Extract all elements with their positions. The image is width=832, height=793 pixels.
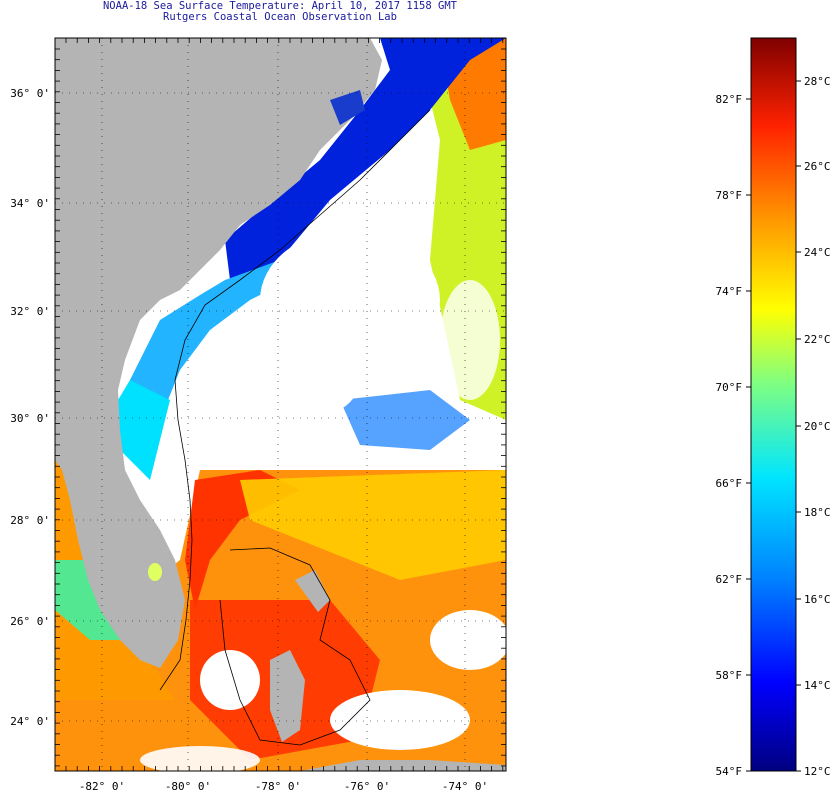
colorbar-fahrenheit-label: 62°F: [716, 573, 743, 586]
lon-label: -76° 0': [344, 780, 390, 793]
map-frame: [54, 37, 507, 772]
lon-label: -80° 0': [165, 780, 211, 793]
colorbar: [750, 37, 797, 772]
cloud-patch: [260, 230, 440, 370]
colorbar-fahrenheit-label: 58°F: [716, 669, 743, 682]
colorbar-labels: 82°F 78°F 74°F 70°F 66°F 62°F 58°F 54°F 28°C 26°C…: [716, 75, 831, 778]
lat-label: 26° 0': [10, 615, 50, 628]
axis-ticks: [55, 38, 506, 771]
lon-label: -74° 0': [442, 780, 488, 793]
cloud-patch: [430, 610, 506, 670]
bahamas-island: [295, 570, 330, 612]
gulfstream-core: [185, 470, 300, 610]
cloud-patch: [140, 746, 260, 771]
lon-label: -82° 0': [79, 780, 125, 793]
cyan-shelf-south: [118, 380, 170, 480]
colorbar-celsius-label: 12°C: [804, 765, 831, 778]
bahamas-contour: [219, 547, 371, 746]
colorbar-fahrenheit-label: 70°F: [716, 381, 743, 394]
cuba-edge: [300, 760, 506, 771]
lat-label: 34° 0': [10, 197, 50, 210]
cold-shelf-north: [225, 38, 506, 280]
colorbar-celsius-label: 14°C: [804, 679, 831, 692]
lat-label: 36° 0': [10, 87, 50, 100]
lake-okeechobee: [148, 563, 162, 581]
cloud-patch: [200, 650, 260, 710]
cloud-patch: [330, 690, 470, 750]
colorbar-fahrenheit-label: 74°F: [716, 285, 743, 298]
pamlico-sound: [330, 90, 365, 125]
colorbar-celsius-label: 16°C: [804, 593, 831, 606]
colorbar-fahrenheit-label: 82°F: [716, 93, 743, 106]
colorbar-fahrenheit-label: 78°F: [716, 189, 743, 202]
colorbar-fahrenheit-label: 54°F: [716, 765, 743, 778]
colorbar-fahrenheit-label: 66°F: [716, 477, 743, 490]
colorbar-celsius-label: 24°C: [804, 246, 831, 259]
colorbar-celsius-label: 26°C: [804, 160, 831, 173]
cloud-patch: [240, 340, 360, 420]
cold-patch-offshore: [340, 390, 470, 450]
lat-label: 28° 0': [10, 514, 50, 527]
bahamas-island: [270, 650, 305, 742]
cloud-patch: [440, 280, 500, 400]
land-mainland: [55, 38, 382, 668]
lon-label: -78° 0': [255, 780, 301, 793]
colorbar-celsius-label: 20°C: [804, 420, 831, 433]
lat-label: 30° 0': [10, 412, 50, 425]
map-subtitle: Rutgers Coastal Ocean Observation Lab: [163, 11, 397, 23]
gulf-water: [55, 460, 175, 700]
colorbar-celsius-label: 22°C: [804, 333, 831, 346]
lat-label: 24° 0': [10, 715, 50, 728]
lat-label: 32° 0': [10, 305, 50, 318]
colorbar-celsius-label: 18°C: [804, 506, 831, 519]
shelf-contour: [159, 109, 431, 691]
yellow-band: [240, 470, 506, 580]
axis-labels: 36° 0' 34° 0' 32° 0' 30° 0' 28° 0' 26° 0' 24° …: [10, 87, 488, 793]
colorbar-celsius-label: 28°C: [804, 75, 831, 88]
map-title: NOAA-18 Sea Surface Temperature: April 1…: [102, 0, 457, 12]
